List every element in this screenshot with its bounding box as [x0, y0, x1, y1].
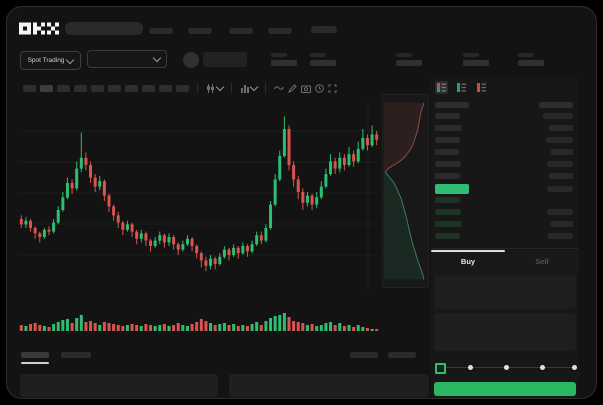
timeframe-button[interactable]: [176, 84, 189, 92]
tab-sell[interactable]: Sell: [535, 257, 549, 266]
ask-row[interactable]: [431, 113, 579, 121]
timeframe-button[interactable]: [57, 84, 70, 92]
bottom-action[interactable]: [388, 352, 416, 358]
chevron-down-icon: [66, 55, 75, 64]
bottom-tab[interactable]: [61, 352, 91, 358]
search-input[interactable]: [65, 22, 143, 35]
bottom-tab-indicator: [21, 362, 49, 364]
timeframe-button[interactable]: [91, 84, 104, 92]
coin-icon: [183, 52, 199, 68]
bid-row[interactable]: [431, 233, 579, 241]
buy-submit-button[interactable]: [434, 382, 576, 396]
slider-handle[interactable]: [435, 363, 446, 374]
orderbook-price-header: [435, 102, 469, 108]
timeframe-button[interactable]: [23, 84, 36, 92]
amount-input[interactable]: [434, 313, 576, 351]
chevron-down-icon: [152, 53, 162, 63]
bid-row[interactable]: [431, 221, 579, 229]
camera-icon: [301, 85, 311, 93]
nav-item[interactable]: [268, 28, 292, 34]
bid-row[interactable]: [431, 209, 579, 217]
volume-chart: [19, 313, 379, 331]
nav-item[interactable]: [188, 28, 212, 34]
bottom-tab-active[interactable]: [21, 352, 49, 358]
candle-type-button[interactable]: [206, 82, 225, 93]
draw-tool-button[interactable]: [288, 83, 297, 93]
nav-item[interactable]: [149, 28, 173, 34]
pair-selector[interactable]: [87, 50, 167, 68]
ask-row[interactable]: [431, 161, 579, 169]
order-panel: Buy Sell: [431, 76, 579, 398]
book-asks-icon: [477, 83, 486, 92]
slider-stop[interactable]: [572, 365, 577, 370]
last-price-badge: [435, 184, 469, 194]
pencil-icon: [288, 83, 297, 93]
orderbook-view-modes: [435, 81, 488, 94]
trading-mode-selector[interactable]: Spot Trading: [20, 51, 81, 70]
timer-button[interactable]: [315, 83, 324, 93]
chevron-down-icon: [215, 82, 225, 92]
clock-icon: [315, 83, 324, 93]
indicators-icon: [241, 84, 249, 93]
divider: [265, 83, 266, 93]
chevron-down-icon: [249, 82, 259, 92]
order-tabs: Buy Sell: [431, 250, 579, 274]
timeframe-button-active[interactable]: [40, 84, 53, 92]
nav-item[interactable]: [229, 28, 253, 34]
bottom-action[interactable]: [350, 352, 378, 358]
wave-line-icon: [274, 86, 284, 90]
timeframe-button[interactable]: [125, 84, 138, 92]
slider-stop[interactable]: [468, 365, 473, 370]
snapshot-button[interactable]: [301, 84, 311, 93]
candlestick-chart: [19, 98, 379, 291]
okx-logo[interactable]: [19, 22, 59, 35]
candle-chart-icon: [207, 83, 214, 93]
ask-row[interactable]: [431, 173, 579, 181]
timeframe-button[interactable]: [159, 84, 172, 92]
price-chart[interactable]: [19, 98, 379, 336]
fullscreen-button[interactable]: [328, 84, 337, 93]
tab-buy[interactable]: Buy: [460, 257, 476, 266]
depth-panel: [382, 94, 429, 288]
bottom-panel[interactable]: [20, 374, 218, 397]
ask-row[interactable]: [431, 125, 579, 133]
timeframe-button[interactable]: [108, 84, 121, 92]
last-price-amount: [547, 186, 573, 192]
depth-chart: [384, 102, 425, 280]
line-tool-button[interactable]: [274, 84, 284, 92]
amount-slider[interactable]: [435, 362, 577, 374]
slider-stop[interactable]: [540, 365, 545, 370]
book-bids-icon: [457, 83, 466, 92]
price-display: [203, 52, 247, 67]
orderbook-all-button[interactable]: [435, 81, 448, 94]
trading-mode-label: Spot Trading: [27, 57, 65, 64]
market-stat: [271, 53, 297, 66]
market-stat: [396, 53, 422, 66]
slider-stop[interactable]: [504, 365, 509, 370]
bid-row[interactable]: [431, 197, 579, 205]
ask-row[interactable]: [431, 149, 579, 157]
orderbook-asks-button[interactable]: [475, 81, 488, 94]
chart-toolbar: [23, 81, 337, 95]
divider: [431, 248, 579, 249]
market-stat: [463, 53, 489, 66]
market-stat: [518, 53, 544, 66]
divider: [231, 83, 232, 93]
nav-item[interactable]: [311, 26, 337, 33]
active-tab-indicator: [431, 250, 505, 252]
book-all-icon: [437, 83, 446, 92]
timeframe-button[interactable]: [74, 84, 87, 92]
market-stat: [310, 53, 336, 66]
divider: [197, 83, 198, 93]
price-input[interactable]: [434, 275, 576, 309]
bottom-panel[interactable]: [229, 374, 429, 397]
orderbook-bids-button[interactable]: [455, 81, 468, 94]
orderbook-amount-header: [539, 102, 573, 108]
timeframe-button[interactable]: [142, 84, 155, 92]
ask-row[interactable]: [431, 137, 579, 145]
indicators-button[interactable]: [240, 82, 259, 93]
app-window: Spot Trading: [6, 6, 597, 399]
fullscreen-icon: [328, 84, 337, 92]
